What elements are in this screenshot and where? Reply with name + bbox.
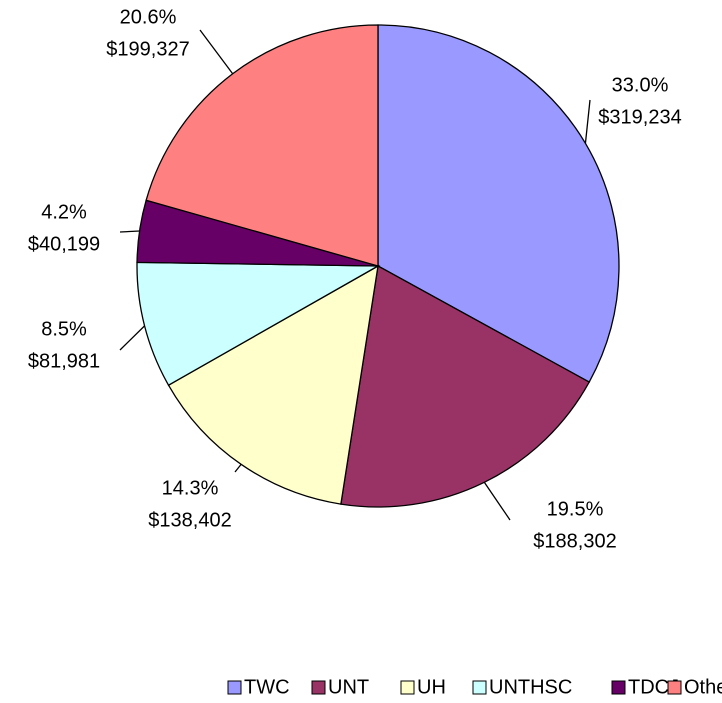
percent-label: 4.2% [41, 201, 87, 223]
percent-label: 8.5% [41, 318, 87, 340]
leader-line [199, 29, 234, 75]
legend-label: TDCJ [628, 676, 679, 698]
pie-slice [377, 24, 620, 383]
percent-label: 20.6% [120, 6, 177, 28]
pie-slice [145, 24, 379, 267]
leader-line [119, 325, 146, 351]
legend-swatch [400, 680, 415, 695]
legend-swatch [611, 680, 626, 695]
legend-swatch [472, 680, 487, 695]
value-label: $199,327 [106, 38, 189, 60]
leader-line [119, 230, 140, 233]
value-label: $188,302 [533, 530, 616, 552]
value-label: $138,402 [148, 509, 231, 531]
leader-line [584, 99, 591, 144]
leader-line [483, 481, 511, 521]
legend-swatch [311, 680, 326, 695]
value-label: $40,199 [28, 233, 100, 255]
leader-line [234, 463, 242, 473]
legend-label: TWC [244, 676, 290, 698]
percent-label: 19.5% [547, 498, 604, 520]
legend-label: UNTHSC [489, 676, 572, 698]
pie-slice [340, 264, 591, 508]
percent-label: 33.0% [612, 74, 669, 96]
pie-slice [167, 264, 379, 505]
value-label: $319,234 [598, 106, 681, 128]
legend-label: UNT [328, 676, 369, 698]
legend-swatch [227, 680, 242, 695]
value-label: $81,981 [28, 350, 100, 372]
legend-label: Other [684, 676, 722, 698]
pie-slice [136, 261, 381, 387]
percent-label: 14.3% [162, 477, 219, 499]
legend-swatch [667, 680, 682, 695]
legend-label: UH [417, 676, 446, 698]
